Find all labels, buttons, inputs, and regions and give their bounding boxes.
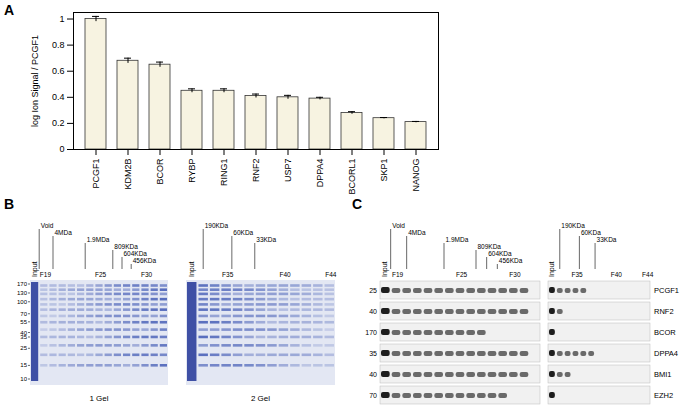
svg-text:RING1: RING1 (219, 159, 229, 187)
svg-text:F44: F44 (642, 271, 654, 278)
svg-text:25: 25 (369, 287, 377, 294)
svg-text:809KDa: 809KDa (114, 243, 138, 250)
svg-text:130: 130 (17, 290, 28, 296)
svg-text:Void: Void (41, 222, 54, 229)
svg-text:604KDa: 604KDa (488, 250, 512, 257)
svg-text:70: 70 (369, 392, 377, 399)
svg-text:40: 40 (369, 371, 377, 378)
html-text:A: A (4, 2, 15, 18)
svg-text:33KDa: 33KDa (256, 236, 276, 243)
svg-text:BMI1: BMI1 (654, 370, 672, 379)
svg-text:BCOR: BCOR (155, 158, 165, 185)
svg-text:190KDa: 190KDa (205, 222, 229, 229)
svg-text:EZH2: EZH2 (654, 391, 673, 400)
svg-text:60KDa: 60KDa (233, 229, 253, 236)
svg-text:0.2: 0.2 (52, 118, 65, 128)
svg-text:F40: F40 (279, 271, 291, 278)
svg-text:F19: F19 (40, 271, 52, 278)
svg-text:60KDa: 60KDa (581, 229, 601, 236)
svg-text:DPPA4: DPPA4 (315, 159, 325, 188)
svg-text:F25: F25 (95, 271, 107, 278)
svg-text:1: 1 (59, 14, 64, 24)
svg-text:Input: Input (188, 261, 196, 277)
svg-text:15: 15 (20, 362, 27, 368)
svg-text:35: 35 (20, 334, 27, 340)
svg-text:35: 35 (369, 350, 377, 357)
svg-text:F30: F30 (509, 271, 521, 278)
svg-text:NANOG: NANOG (411, 159, 421, 192)
svg-text:F44: F44 (325, 271, 337, 278)
svg-text:1.9MDa: 1.9MDa (446, 236, 469, 243)
svg-text:BCOR: BCOR (654, 328, 676, 337)
svg-text:604KDa: 604KDa (124, 250, 148, 257)
svg-text:4MDa: 4MDa (55, 229, 73, 236)
svg-text:B: B (4, 196, 14, 212)
svg-text:Input: Input (548, 261, 556, 277)
svg-text:0.6: 0.6 (52, 66, 65, 76)
svg-text:Input: Input (31, 261, 39, 277)
svg-text:DPPA4: DPPA4 (654, 349, 678, 358)
svg-text:2 Gel: 2 Gel (251, 394, 270, 403)
svg-text:4MDa: 4MDa (408, 229, 426, 236)
svg-text:RYBP: RYBP (187, 159, 197, 183)
svg-text:170: 170 (365, 329, 377, 336)
svg-text:RNF2: RNF2 (251, 159, 261, 183)
svg-text:KDM2B: KDM2B (123, 159, 133, 190)
svg-text:456KDa: 456KDa (499, 257, 523, 264)
svg-text:170: 170 (17, 281, 28, 287)
svg-text:40: 40 (369, 308, 377, 315)
svg-text:70: 70 (20, 311, 27, 317)
svg-text:100: 100 (17, 299, 28, 305)
svg-text:190KDa: 190KDa (561, 222, 585, 229)
svg-text:F19: F19 (392, 271, 404, 278)
svg-text:PCGF1: PCGF1 (654, 286, 679, 295)
svg-text:0.8: 0.8 (52, 40, 65, 50)
svg-text:F35: F35 (571, 271, 583, 278)
svg-text:55: 55 (20, 319, 27, 325)
svg-text:C: C (352, 196, 362, 212)
svg-text:40: 40 (20, 329, 27, 336)
svg-text:25: 25 (20, 345, 27, 351)
svg-text:33KDa: 33KDa (597, 236, 617, 243)
svg-text:RNF2: RNF2 (654, 307, 674, 316)
svg-text:809KDa: 809KDa (478, 243, 502, 250)
svg-text:USP7: USP7 (283, 159, 293, 183)
svg-text:Void: Void (392, 222, 405, 229)
svg-text:0.4: 0.4 (52, 92, 65, 102)
svg-text:1 Gel: 1 Gel (89, 394, 108, 403)
svg-text:log Ion Signal / PCGF1: log Ion Signal / PCGF1 (30, 35, 40, 127)
svg-text:F25: F25 (456, 271, 468, 278)
svg-text:F40: F40 (611, 271, 623, 278)
svg-text:BCORL1: BCORL1 (347, 159, 357, 195)
svg-text:SKP1: SKP1 (379, 159, 389, 182)
svg-text:PCGF1: PCGF1 (91, 159, 101, 189)
svg-text:F30: F30 (141, 271, 153, 278)
svg-text:0: 0 (59, 144, 64, 154)
svg-text:F35: F35 (222, 271, 234, 278)
svg-text:456KDa: 456KDa (133, 257, 157, 264)
svg-text:10: 10 (20, 376, 27, 382)
svg-text:Input: Input (381, 261, 389, 277)
svg-text:1.9MDa: 1.9MDa (87, 236, 110, 243)
